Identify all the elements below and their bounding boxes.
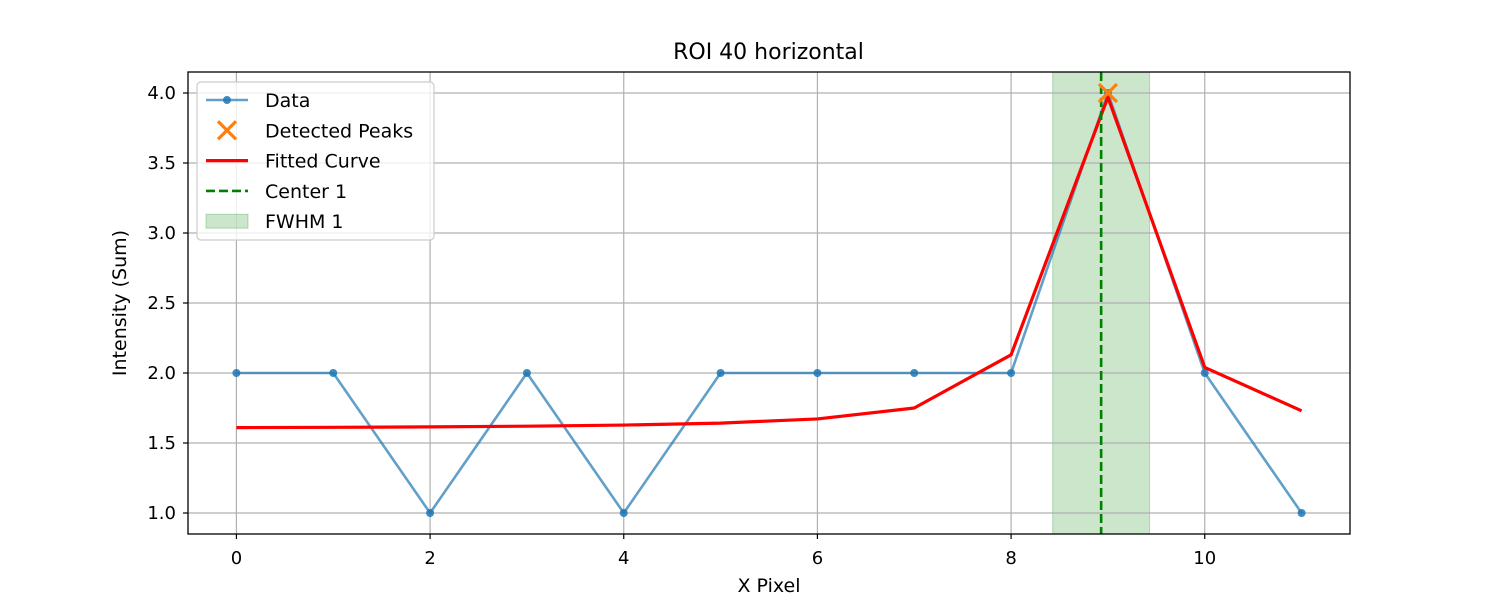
data-point: [426, 509, 435, 517]
legend-item: Fitted Curve: [206, 151, 381, 173]
data-point: [522, 369, 531, 377]
chart-title: ROI 40 horizontal: [673, 40, 864, 65]
data-point: [329, 369, 338, 377]
y-tick-label: 2.0: [147, 363, 176, 384]
y-axis-ticks: 1.0 1.5 2.0 2.5 3.0 3.5 4.0: [147, 83, 188, 524]
x-axis-label: X Pixel: [737, 575, 800, 597]
legend-label: FWHM 1: [265, 211, 344, 233]
y-tick-label: 4.0: [147, 83, 176, 104]
data-point: [716, 369, 725, 377]
data-point: [910, 369, 919, 377]
legend-handle: [216, 120, 238, 141]
x-tick-label: 4: [618, 548, 629, 569]
data-point: [813, 369, 822, 377]
y-tick-label: 1.5: [147, 433, 176, 454]
x-axis-ticks: 0 2 4 6 8 10: [231, 534, 1216, 569]
legend-box: [196, 81, 435, 241]
x-tick-label: 2: [424, 548, 435, 569]
fitted-curve-line: [236, 95, 1303, 430]
legend-handle: [205, 213, 249, 229]
y-tick-label: 1.0: [147, 503, 176, 524]
data-point: [1200, 369, 1209, 377]
x-tick-label: 8: [1005, 548, 1016, 569]
legend-item: Detected Peaks: [216, 120, 413, 142]
legend-label: Data: [265, 90, 310, 112]
data-point: [1007, 369, 1016, 377]
legend-item: FWHM 1: [205, 211, 344, 233]
legend-item: Center 1: [206, 181, 347, 203]
data-point: [619, 509, 628, 517]
legend-label: Detected Peaks: [265, 120, 413, 142]
series-layer: [232, 72, 1306, 534]
y-axis-label: Intensity (Sum): [109, 230, 131, 376]
x-tick-label: 10: [1193, 548, 1216, 569]
peak-marker: [1097, 82, 1119, 104]
legend-handle-marker: [223, 96, 231, 104]
data-point: [232, 369, 241, 377]
x-tick-label: 6: [812, 548, 823, 569]
x-tick-label: 0: [231, 548, 242, 569]
legend-label: Fitted Curve: [265, 151, 381, 173]
legend: Data Detected Peaks Fitted Curve Center 1 FW…: [196, 81, 435, 241]
data-point: [1297, 509, 1306, 517]
peak-marker-stroke: [1097, 82, 1119, 104]
y-tick-label: 3.5: [147, 153, 176, 174]
legend-item: Data: [206, 90, 310, 112]
y-tick-label: 2.5: [147, 293, 176, 314]
y-tick-label: 3.0: [147, 223, 176, 244]
legend-label: Center 1: [265, 181, 347, 203]
